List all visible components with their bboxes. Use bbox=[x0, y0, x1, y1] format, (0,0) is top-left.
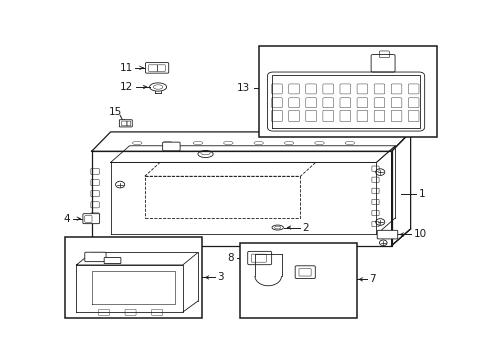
FancyBboxPatch shape bbox=[259, 46, 437, 138]
FancyBboxPatch shape bbox=[163, 142, 180, 151]
FancyBboxPatch shape bbox=[83, 214, 99, 224]
Text: 3: 3 bbox=[217, 273, 223, 283]
FancyBboxPatch shape bbox=[377, 230, 398, 239]
Text: 2: 2 bbox=[302, 222, 309, 233]
Text: 11: 11 bbox=[120, 63, 133, 73]
FancyBboxPatch shape bbox=[146, 63, 169, 73]
Text: 6: 6 bbox=[129, 261, 135, 271]
FancyBboxPatch shape bbox=[104, 257, 121, 264]
Text: 13: 13 bbox=[237, 82, 250, 93]
Text: 5: 5 bbox=[67, 252, 74, 262]
Text: 1: 1 bbox=[419, 189, 426, 199]
FancyBboxPatch shape bbox=[85, 252, 106, 262]
FancyBboxPatch shape bbox=[65, 237, 202, 318]
Text: 10: 10 bbox=[414, 229, 427, 239]
Text: 8: 8 bbox=[227, 253, 234, 263]
Text: 9: 9 bbox=[330, 267, 337, 277]
Text: 7: 7 bbox=[369, 274, 375, 284]
FancyBboxPatch shape bbox=[240, 243, 358, 318]
Text: 14: 14 bbox=[412, 60, 425, 70]
Text: 4: 4 bbox=[63, 214, 70, 224]
Text: 12: 12 bbox=[120, 82, 133, 92]
Text: 15: 15 bbox=[109, 108, 122, 117]
FancyBboxPatch shape bbox=[120, 120, 132, 127]
